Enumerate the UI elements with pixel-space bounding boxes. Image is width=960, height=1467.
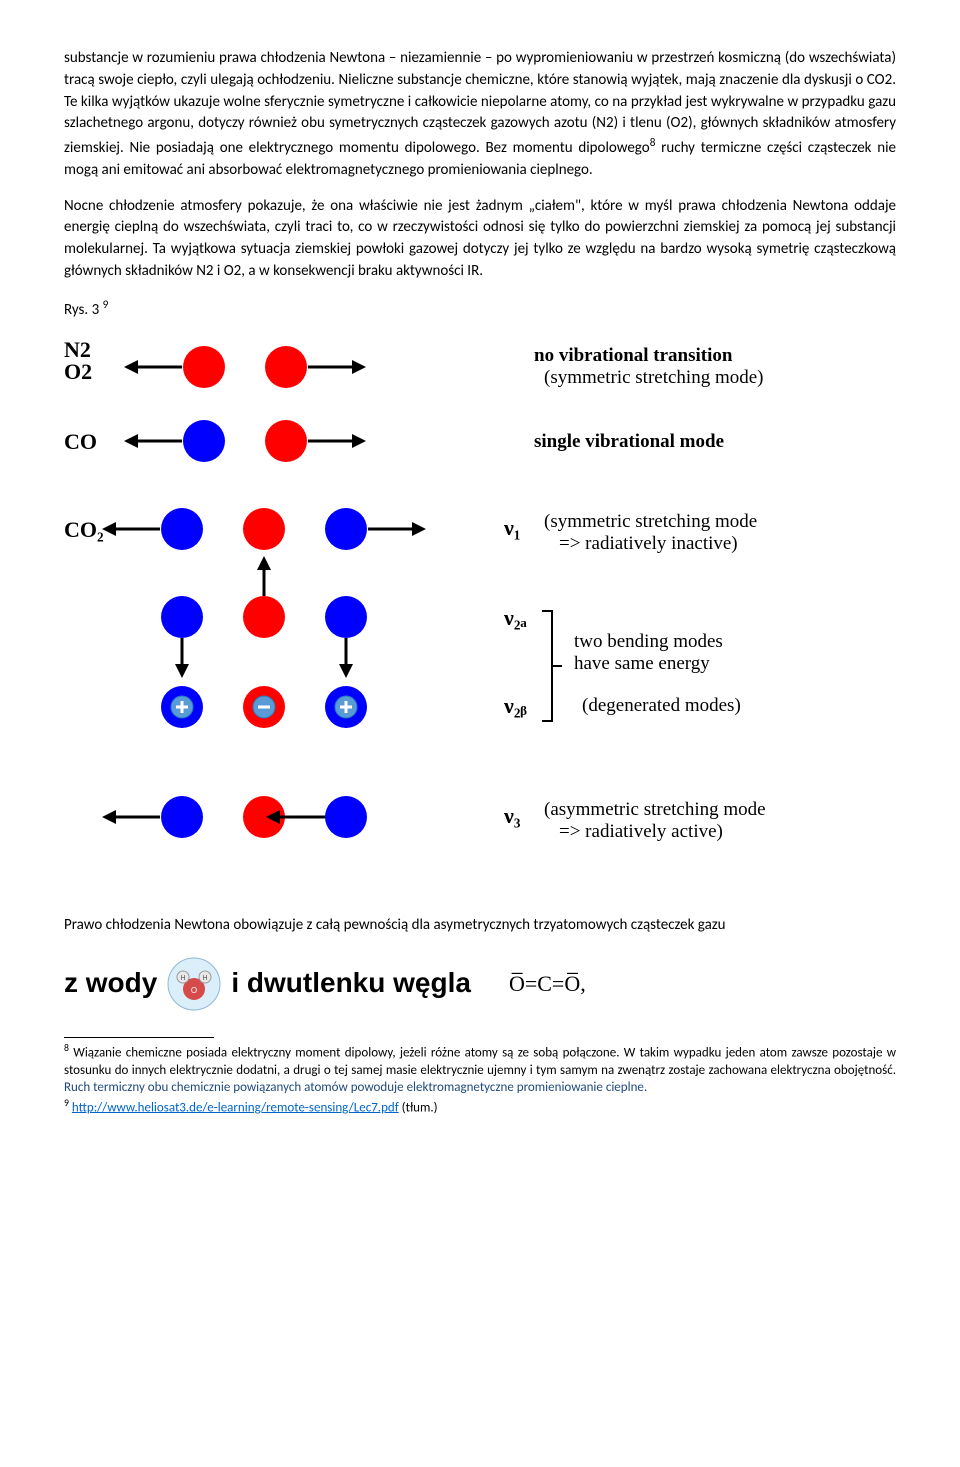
caption-r1b: (symmetric stretching mode) (544, 367, 764, 388)
fn8-text-a: Wiązanie chemiczne posiada elektryczny m… (64, 1045, 896, 1078)
caption-r3a: (symmetric stretching mode (544, 511, 757, 532)
caption-r4a: two bending modes (574, 631, 723, 652)
nu-3: ν₃ (503, 803, 521, 828)
vibrational-modes-diagram: N2 O2 no vibrational transition (symmetr… (64, 329, 896, 897)
footnote-ref-9: 9 (103, 298, 109, 312)
fig-label-text: Rys. 3 (64, 301, 103, 319)
paragraph-3: Prawo chłodzenia Newtona obowiązuje z ca… (64, 915, 896, 937)
caption-r5b: => radiatively active) (559, 821, 723, 842)
atom (265, 346, 307, 388)
atom (243, 596, 285, 638)
svg-text:H: H (181, 975, 186, 982)
atom (161, 596, 203, 638)
caption-r4b: have same energy (574, 653, 710, 674)
caption-r5a: (asymmetric stretching mode (544, 799, 766, 820)
atom (243, 508, 285, 550)
svg-text:H: H (203, 975, 208, 982)
label-co2: i dwutlenku węgla (231, 963, 471, 1004)
nu-1: ν₁ (503, 515, 520, 540)
water-molecule-icon: O H H (167, 957, 221, 1011)
nu-2a: ν₂ₐ (503, 605, 527, 630)
atom (325, 796, 367, 838)
co2-formula: O̅=C=O̅, (509, 968, 586, 1000)
fn9-tail: (tłum.) (399, 1100, 438, 1115)
atom (265, 420, 307, 462)
mol-label-co2: CO₂ (64, 517, 104, 542)
caption-r1a: no vibrational transition (534, 345, 733, 366)
atom (161, 796, 203, 838)
footnote-9: 9 http://www.heliosat3.de/e-learning/rem… (64, 1097, 896, 1117)
paragraph-2: Nocne chłodzenie atmosfery pokazuje, że … (64, 196, 896, 283)
paragraph-1: substancje w rozumieniu prawa chłodzenia… (64, 48, 896, 182)
water-co2-row: z wody O H H i dwutlenku węgla O̅=C=O̅, (64, 957, 896, 1011)
atom (183, 346, 225, 388)
fn8-text-b: Ruch termiczny obu chemicznie powiązanyc… (64, 1080, 647, 1095)
footnote-8: 8 Wiązanie chemiczne posiada elektryczny… (64, 1042, 896, 1097)
label-water: z wody (64, 963, 157, 1004)
mol-label-co: CO (64, 429, 97, 454)
caption-r3b: => radiatively inactive) (559, 533, 738, 554)
svg-text:O: O (191, 986, 197, 995)
atom (325, 596, 367, 638)
figure-label: Rys. 3 9 (64, 297, 896, 322)
atom (183, 420, 225, 462)
mol-label-o2: O2 (64, 359, 92, 384)
nu-2b: ν₂ᵦ (503, 693, 527, 718)
footnote-9-link[interactable]: http://www.heliosat3.de/e-learning/remot… (72, 1100, 399, 1115)
atom (325, 508, 367, 550)
atom (161, 508, 203, 550)
footnote-separator (64, 1037, 214, 1038)
caption-r2: single vibrational mode (534, 431, 724, 452)
caption-r4c: (degenerated modes) (582, 695, 741, 716)
